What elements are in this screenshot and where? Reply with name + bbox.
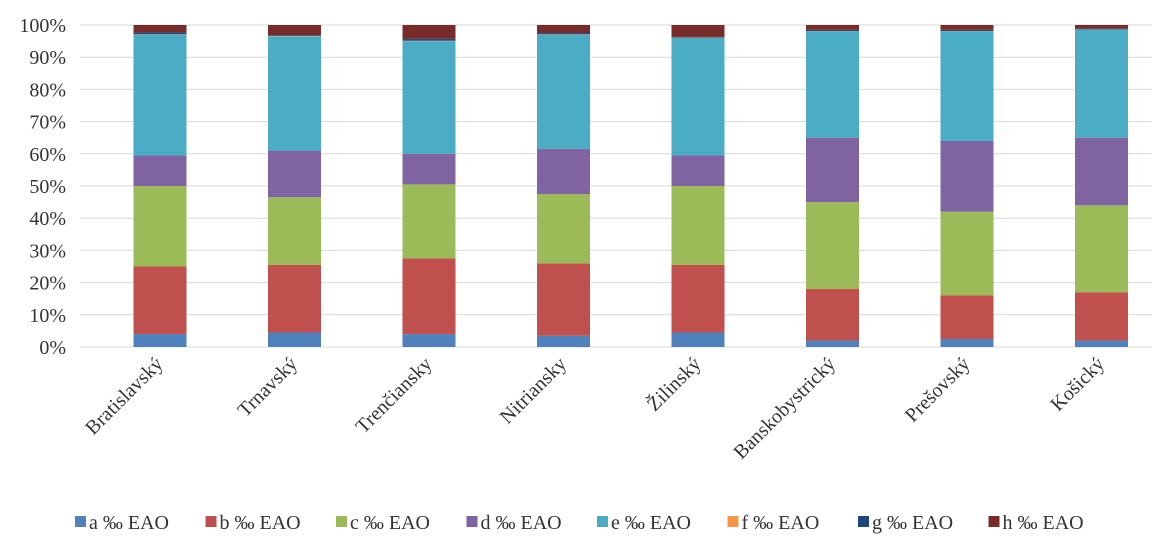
bar-segment bbox=[940, 29, 994, 32]
bar-segment bbox=[402, 184, 456, 259]
bar-stacks bbox=[133, 25, 1128, 347]
bar-segment bbox=[537, 335, 590, 347]
bar-segment bbox=[402, 25, 456, 39]
legend-label: g ‰ EAO bbox=[872, 512, 953, 534]
x-category-label: Prešovský bbox=[901, 353, 975, 427]
bar-segment bbox=[402, 153, 456, 185]
bar-segment bbox=[806, 202, 859, 290]
y-tick-label: 40% bbox=[29, 208, 66, 230]
bar-segment bbox=[268, 35, 321, 36]
bar-segment bbox=[268, 150, 321, 198]
legend-label: b ‰ EAO bbox=[220, 512, 301, 534]
bar-segment bbox=[1075, 28, 1128, 30]
legend-swatch bbox=[75, 516, 86, 527]
x-category-label: Žilinský bbox=[642, 352, 705, 415]
x-category-label: Bratislavský bbox=[81, 353, 167, 439]
y-tick-label: 50% bbox=[29, 176, 66, 198]
y-tick-label: 60% bbox=[29, 144, 66, 166]
y-tick-label: 0% bbox=[39, 337, 66, 359]
bar-segment bbox=[133, 334, 187, 347]
bar-segment bbox=[806, 29, 859, 32]
legend-label: a ‰ EAO bbox=[89, 512, 169, 534]
bar-segment bbox=[671, 25, 725, 37]
y-tick-label: 20% bbox=[29, 273, 66, 295]
y-tick-label: 70% bbox=[29, 112, 66, 134]
bar-segment bbox=[806, 31, 859, 138]
y-tick-label: 100% bbox=[19, 15, 66, 37]
legend-swatch bbox=[597, 516, 608, 527]
bar-segment bbox=[940, 25, 994, 30]
y-tick-label: 30% bbox=[29, 240, 66, 262]
bar-segment bbox=[268, 36, 321, 151]
bar-segment bbox=[133, 32, 187, 35]
bar-segment bbox=[806, 340, 859, 347]
bar-segment bbox=[940, 140, 994, 212]
legend: a ‰ EAO b ‰ EAO c ‰ EAO d ‰ EAO e ‰ EAO f ‰ E… bbox=[75, 512, 1084, 534]
y-tick-label: 80% bbox=[29, 79, 66, 101]
legend-swatch bbox=[858, 516, 869, 527]
bar-segment bbox=[671, 36, 725, 38]
bar-segment bbox=[537, 148, 590, 195]
y-axis-tick-labels: 0% 10% 20% 30% 40% 50% 60% 70% 80% 90% 100% bbox=[19, 15, 66, 359]
bar-segment bbox=[1075, 340, 1128, 347]
bar-segment bbox=[940, 211, 994, 296]
bar-segment bbox=[402, 334, 456, 347]
bar-segment bbox=[671, 186, 725, 265]
bar-segment bbox=[806, 289, 859, 341]
bar-segment bbox=[268, 332, 321, 347]
y-tick-label: 90% bbox=[29, 47, 66, 69]
bar-segment bbox=[268, 264, 321, 333]
bar-segment bbox=[537, 263, 590, 336]
bar-segment bbox=[671, 37, 725, 156]
legend-swatch bbox=[205, 516, 217, 527]
bar-segment bbox=[268, 25, 321, 36]
legend-label: d ‰ EAO bbox=[481, 512, 562, 534]
bar-segment bbox=[402, 41, 456, 154]
bar-segment bbox=[133, 266, 187, 335]
x-category-label: Trnavský bbox=[234, 353, 302, 421]
legend-swatch bbox=[336, 516, 347, 527]
legend-swatch bbox=[727, 516, 739, 527]
legend-swatch bbox=[988, 516, 1000, 527]
bar-segment bbox=[806, 137, 859, 203]
y-tick-label: 10% bbox=[29, 305, 66, 327]
bar-segment bbox=[537, 33, 590, 35]
bar-segment bbox=[671, 332, 725, 347]
x-category-label: Košický bbox=[1046, 353, 1109, 416]
bar-segment bbox=[671, 155, 725, 186]
legend-swatch bbox=[466, 516, 478, 527]
bar-segment bbox=[940, 338, 994, 347]
x-category-label: Banskobystrický bbox=[729, 353, 840, 464]
bar-segment bbox=[133, 186, 187, 267]
legend-label: e ‰ EAO bbox=[611, 512, 691, 534]
legend-label: h ‰ EAO bbox=[1003, 512, 1084, 534]
bar-segment bbox=[537, 25, 590, 34]
bar-segment bbox=[940, 295, 994, 339]
bar-segment bbox=[806, 25, 859, 30]
bar-segment bbox=[402, 258, 456, 335]
bar-segment bbox=[133, 25, 187, 33]
bar-segment bbox=[1075, 25, 1128, 29]
x-axis-category-labels: Bratislavský Trnavský Trenčiansky Nitriansk… bbox=[81, 352, 1109, 463]
bar-segment bbox=[1075, 292, 1128, 341]
x-category-label: Trenčiansky bbox=[352, 353, 437, 438]
bar-segment bbox=[671, 264, 725, 333]
bar-segment bbox=[133, 155, 187, 186]
bar-segment bbox=[1075, 29, 1128, 138]
bar-segment bbox=[537, 34, 590, 149]
bar-segment bbox=[402, 38, 456, 41]
x-category-label: Nitriansky bbox=[496, 353, 571, 428]
bar-segment bbox=[268, 197, 321, 265]
legend-label: f ‰ EAO bbox=[742, 512, 820, 534]
bar-segment bbox=[1075, 205, 1128, 293]
bar-segment bbox=[133, 34, 187, 156]
bar-segment bbox=[940, 31, 994, 141]
bar-segment bbox=[1075, 137, 1128, 206]
legend-label: c ‰ EAO bbox=[350, 512, 430, 534]
bar-segment bbox=[537, 194, 590, 264]
